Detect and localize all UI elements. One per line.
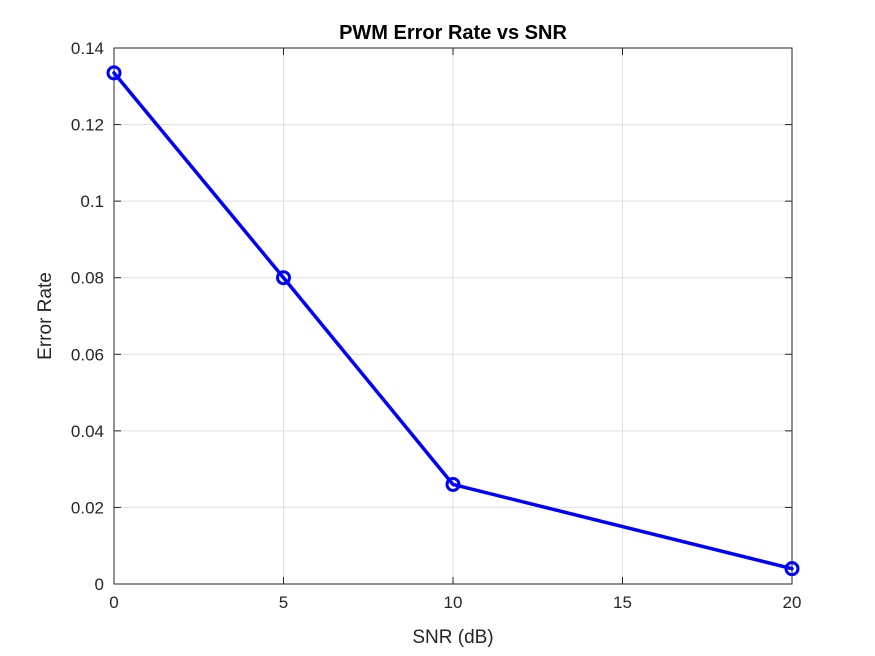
series xyxy=(106,65,800,577)
x-tick-label: 15 xyxy=(613,593,632,612)
y-tick-label: 0.04 xyxy=(71,422,104,441)
data-point-marker xyxy=(276,270,291,286)
data-point-marker xyxy=(784,561,800,577)
series-line xyxy=(112,71,794,571)
y-tick-label: 0.14 xyxy=(71,39,104,58)
y-tick-label: 0 xyxy=(95,575,104,594)
data-point-marker xyxy=(445,476,461,492)
y-tick-label: 0.12 xyxy=(71,116,104,135)
x-axis-label: SNR (dB) xyxy=(412,627,493,648)
x-tick-label: 10 xyxy=(444,593,463,612)
y-tick-label: 0.1 xyxy=(80,192,104,211)
chart-title: PWM Error Rate vs SNR xyxy=(339,22,567,44)
y-tick-label: 0.08 xyxy=(71,269,104,288)
y-axis-label: Error Rate xyxy=(35,272,56,360)
x-tick-label: 20 xyxy=(783,593,802,612)
y-tick-label: 0.06 xyxy=(71,345,104,364)
x-tick-label: 0 xyxy=(109,593,118,612)
ticks: 0 5 10 15 20 0 0.02 0.04 0.06 0.08 0.1 0.12 0.14 xyxy=(71,39,802,612)
x-tick-label: 5 xyxy=(279,593,288,612)
data-point-marker xyxy=(106,65,122,81)
y-tick-label: 0.02 xyxy=(71,498,104,517)
